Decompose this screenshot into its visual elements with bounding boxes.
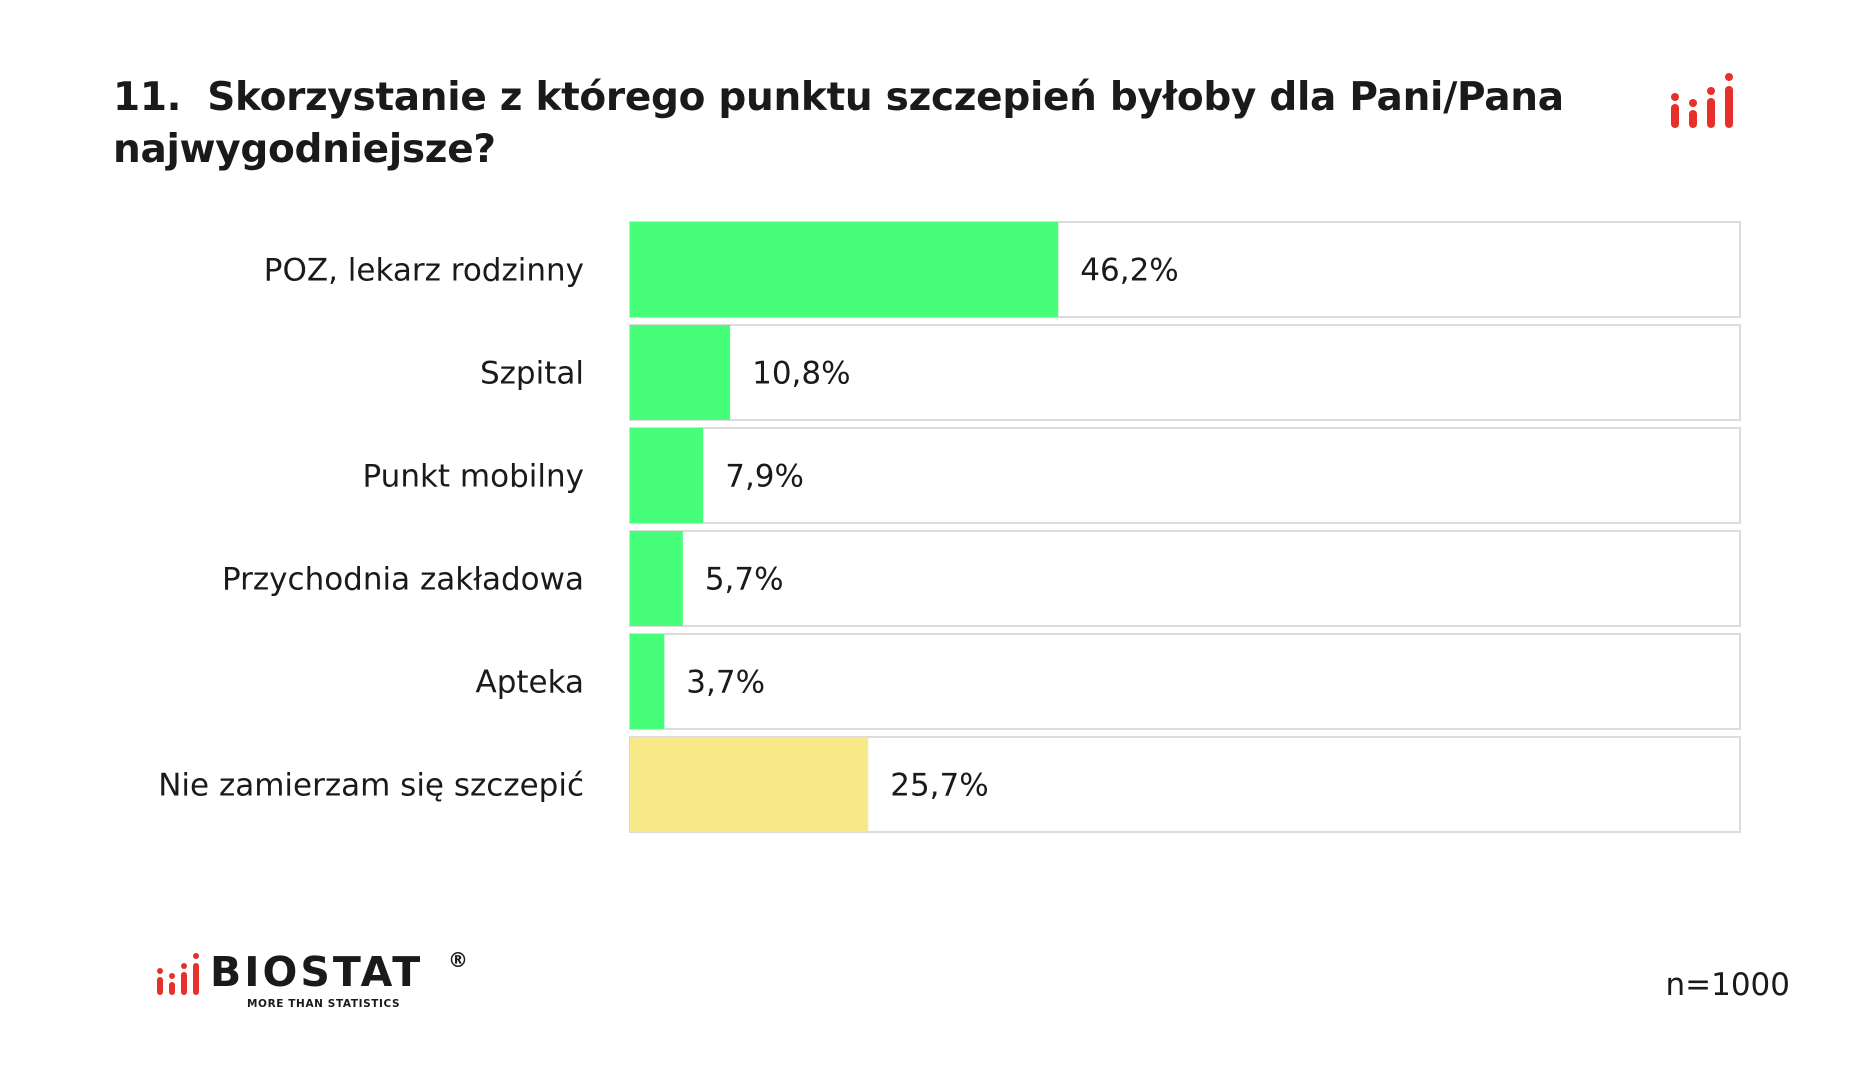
question-text: Skorzystanie z którego punktu szczepień …: [113, 75, 1564, 172]
bar-track: [629, 633, 1741, 730]
category-label: Punkt mobilny: [363, 459, 584, 495]
bar: [630, 737, 869, 832]
value-label: 10,8%: [752, 356, 850, 392]
chart-title: 11. Skorzystanie z którego punktu szczepi…: [113, 72, 1573, 176]
brand-registered-mark: ®: [448, 948, 468, 972]
bar-track: [629, 324, 1741, 421]
sample-size: n=1000: [1665, 967, 1790, 1003]
category-label: Nie zamierzam się szczepić: [158, 768, 584, 804]
value-label: 7,9%: [725, 459, 804, 495]
category-label: Apteka: [475, 665, 584, 701]
value-label: 3,7%: [686, 665, 765, 701]
category-label: POZ, lekarz rodzinny: [264, 253, 584, 289]
question-number: 11.: [113, 75, 182, 120]
brand-tagline: MORE THAN STATISTICS: [247, 998, 401, 1010]
bar: [630, 222, 1059, 317]
bar-track: [629, 530, 1741, 627]
bar-track: [629, 427, 1741, 524]
bar: [630, 634, 665, 729]
value-label: 5,7%: [705, 562, 784, 598]
brand-name: BIOSTAT: [210, 948, 424, 996]
bar-chart-logo-icon: [1671, 73, 1733, 128]
value-label: 46,2%: [1080, 253, 1178, 289]
brand-logo-icon: [157, 953, 199, 995]
bar: [630, 325, 731, 420]
bar: [630, 428, 704, 523]
bar: [630, 531, 683, 626]
category-label: Szpital: [480, 356, 584, 392]
category-label: Przychodnia zakładowa: [222, 562, 584, 598]
value-label: 25,7%: [890, 768, 988, 804]
